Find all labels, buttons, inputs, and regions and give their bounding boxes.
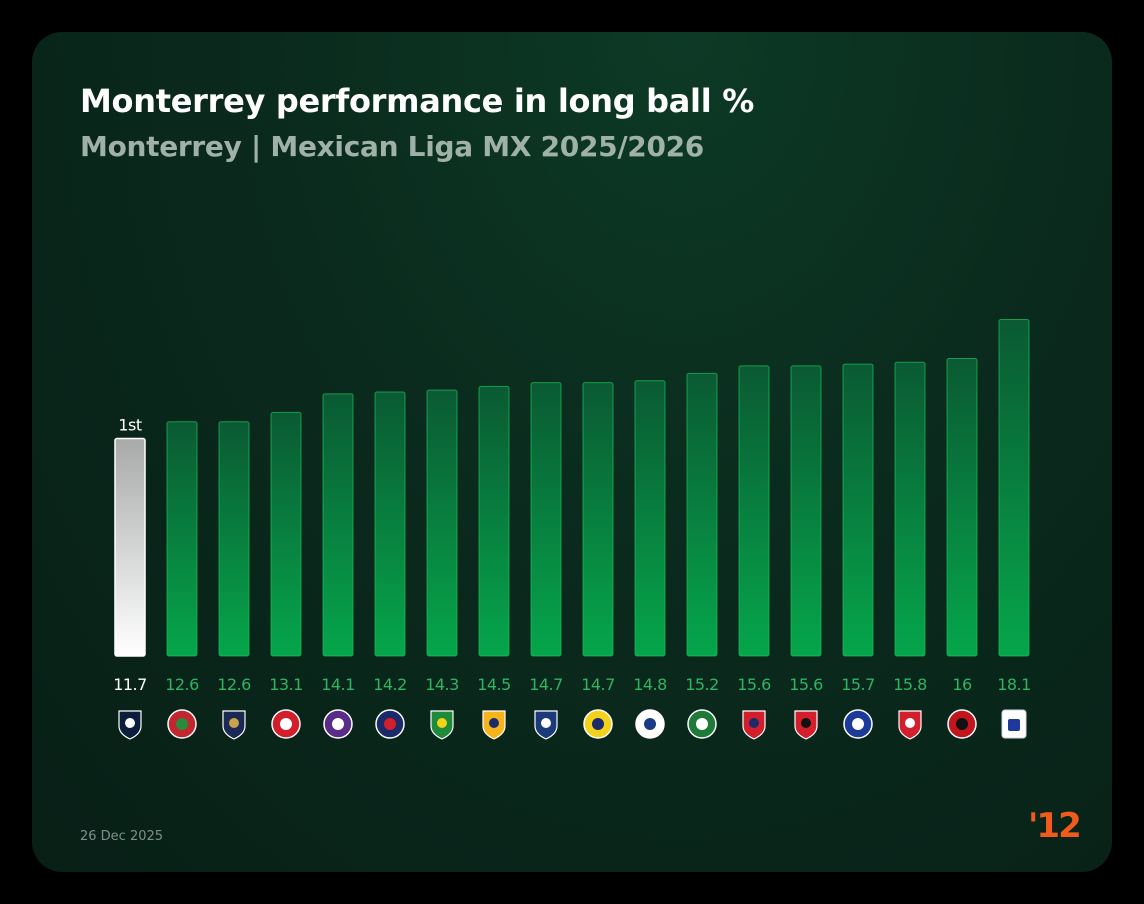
pachuca-crest-icon xyxy=(534,710,558,740)
bar-santos-laguna xyxy=(686,372,718,657)
bar-ju-rez xyxy=(166,421,198,657)
chart-title: Monterrey performance in long ball % xyxy=(80,82,754,120)
queretaro-crest-icon xyxy=(1001,709,1027,739)
bar-am-rica xyxy=(582,382,614,657)
cruz-azul-crest-icon xyxy=(843,709,873,739)
bar-puebla xyxy=(634,380,666,657)
bar-le-n xyxy=(426,389,458,657)
bar-toluca xyxy=(270,411,302,657)
rank-label: 1st xyxy=(118,415,142,434)
value-label: 15.7 xyxy=(841,675,875,694)
bar-atl-tico-san-luis xyxy=(374,391,406,657)
bar-tijuana xyxy=(946,357,978,657)
chart-card: Monterrey performance in long ball % Mon… xyxy=(32,32,1112,872)
publish-date: 26 Dec 2025 xyxy=(80,829,164,844)
value-label: 12.6 xyxy=(217,675,251,694)
mazatlan-crest-icon xyxy=(323,709,353,739)
pumas-crest-icon xyxy=(222,710,246,740)
monterrey-crest-icon xyxy=(118,710,142,740)
toluca-crest-icon xyxy=(271,709,301,739)
bar-necaxa xyxy=(894,361,926,657)
value-label: 15.2 xyxy=(685,675,719,694)
bars-layer xyxy=(114,318,1030,657)
value-label: 11.7 xyxy=(113,675,147,694)
bar-mazatl-n xyxy=(322,393,354,657)
value-label: 14.3 xyxy=(425,675,459,694)
value-label: 12.6 xyxy=(165,675,199,694)
value-label: 14.7 xyxy=(529,675,563,694)
bar-pachuca xyxy=(530,382,562,657)
value-label: 14.7 xyxy=(581,675,615,694)
bar-pumas-unam xyxy=(218,421,250,657)
bar-monterrey xyxy=(114,437,146,657)
bar-cruz-azul xyxy=(842,363,874,657)
atlas-crest-icon xyxy=(794,710,818,740)
chart-subtitle: Monterrey | Mexican Liga MX 2025/2026 xyxy=(80,130,704,163)
value-label: 14.8 xyxy=(633,675,667,694)
value-label: 15.8 xyxy=(893,675,927,694)
tijuana-crest-icon xyxy=(947,709,977,739)
team-crests-layer xyxy=(118,709,1027,740)
value-label: 13.1 xyxy=(269,675,303,694)
value-label: 18.1 xyxy=(997,675,1031,694)
value-label: 14.5 xyxy=(477,675,511,694)
brand-logo: '12 xyxy=(1028,806,1082,846)
america-crest-icon xyxy=(583,709,613,739)
atletico-san-luis-crest-icon xyxy=(375,709,405,739)
bar-tigres-uanl xyxy=(478,385,510,657)
santos-laguna-crest-icon xyxy=(687,709,717,739)
guadalajara-crest-icon xyxy=(742,710,766,740)
bar-chart: 11.7 1st 12.6 12.6 13.1 14.1 14.2 14.3 14.5 14.7 1… xyxy=(113,318,1031,740)
leon-crest-icon xyxy=(430,710,454,740)
value-label: 15.6 xyxy=(737,675,771,694)
bar-guadalajara xyxy=(738,365,770,657)
bar-quer-taro xyxy=(998,318,1030,657)
value-label: 16 xyxy=(952,675,972,694)
value-label: 14.1 xyxy=(321,675,355,694)
juarez-crest-icon xyxy=(167,709,197,739)
value-labels-layer: 11.7 1st 12.6 12.6 13.1 14.1 14.2 14.3 14.5 14.7 1… xyxy=(113,415,1031,694)
value-label: 14.2 xyxy=(373,675,407,694)
necaxa-crest-icon xyxy=(898,710,922,740)
bar-atlas xyxy=(790,365,822,657)
tigres-crest-icon xyxy=(482,710,506,740)
puebla-crest-icon xyxy=(635,709,665,739)
value-label: 15.6 xyxy=(789,675,823,694)
